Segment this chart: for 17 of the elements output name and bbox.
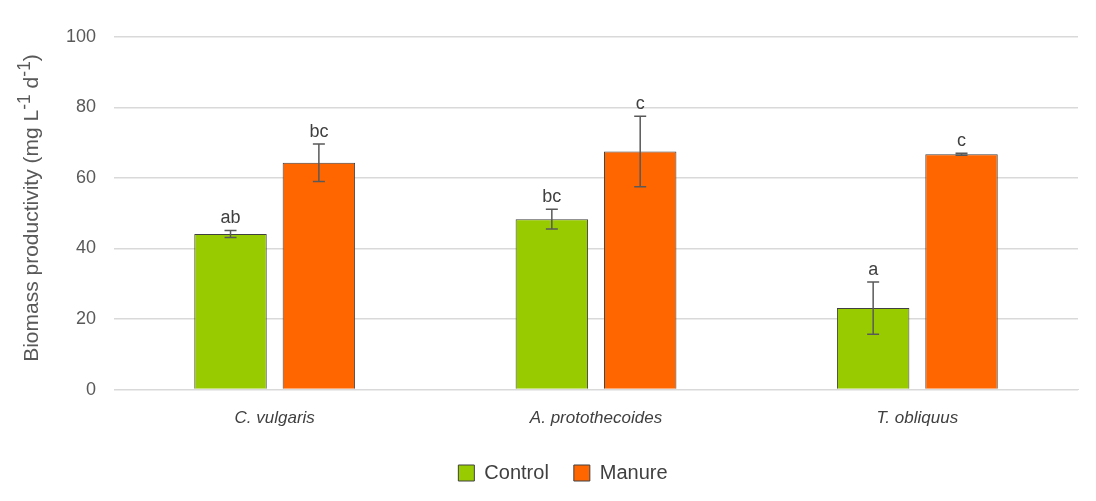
annotation: a xyxy=(868,258,880,279)
y-tick-label: 40 xyxy=(76,237,97,258)
annotation: ab xyxy=(220,207,241,228)
annotation: bc xyxy=(542,186,562,207)
annotation: bc xyxy=(309,121,329,142)
y-tick-label: 100 xyxy=(65,25,97,46)
y-tick-label: 60 xyxy=(76,166,97,187)
annotation: c xyxy=(635,93,645,114)
x-tick-label: T. obliquus xyxy=(876,407,959,427)
legend-label: Control xyxy=(484,460,549,483)
y-tick-label: 0 xyxy=(86,378,97,399)
x-tick-label: C. vulgaris xyxy=(234,407,316,427)
y-tick-label: 20 xyxy=(76,308,97,329)
x-tick-label: A. protothecoides xyxy=(528,407,663,427)
annotation: c xyxy=(957,130,967,151)
y-tick-label: 80 xyxy=(76,96,97,117)
legend-label: Manure xyxy=(599,460,668,483)
